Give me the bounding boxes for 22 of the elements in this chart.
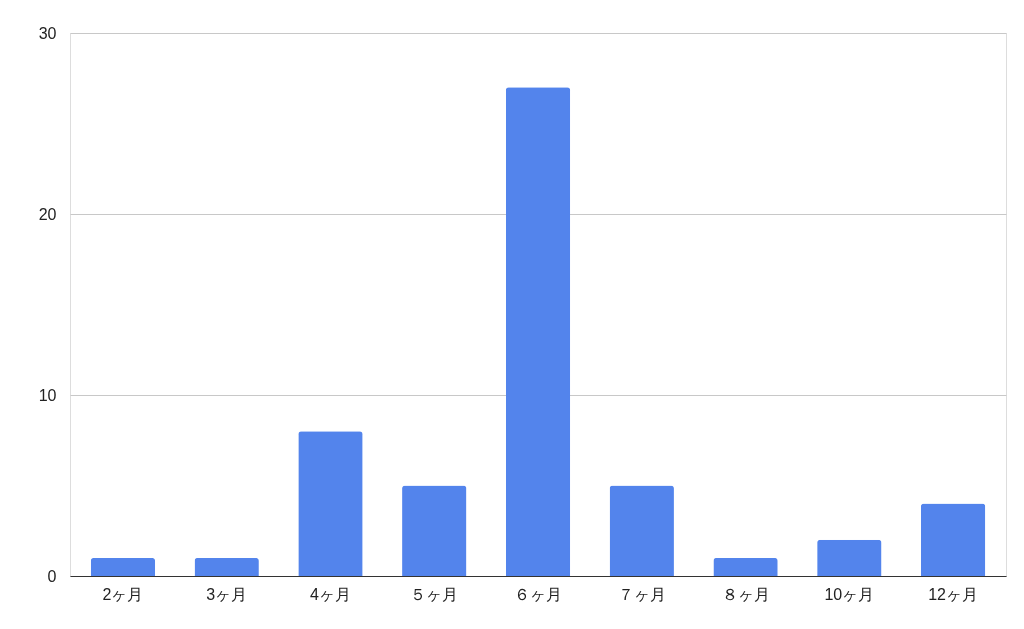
y-tick-label: 20 [38,205,57,223]
bar [402,485,467,576]
bar [920,503,986,576]
x-tick-label: 2ヶ月 [102,585,144,603]
y-tick-label: 0 [47,567,57,585]
bar [505,87,571,576]
y-tick-label: 10 [38,386,57,404]
x-tick-label: ６ヶ月 [514,585,562,603]
x-tick-label: 10ヶ月 [824,585,875,603]
bar [713,557,778,576]
x-tick-label: 12ヶ月 [928,585,978,603]
y-tick-label: 30 [38,24,57,42]
bar [609,485,674,576]
x-tick-label: ５ヶ月 [410,585,459,603]
bar [194,557,259,576]
x-tick-label: 3ヶ月 [206,585,248,603]
x-tick-label: ８ヶ月 [721,585,770,603]
bar [90,557,156,576]
x-tick-label: ７ヶ月 [617,585,666,603]
x-tick-label: 4ヶ月 [310,585,351,603]
bar [298,431,363,576]
bar [817,539,882,576]
